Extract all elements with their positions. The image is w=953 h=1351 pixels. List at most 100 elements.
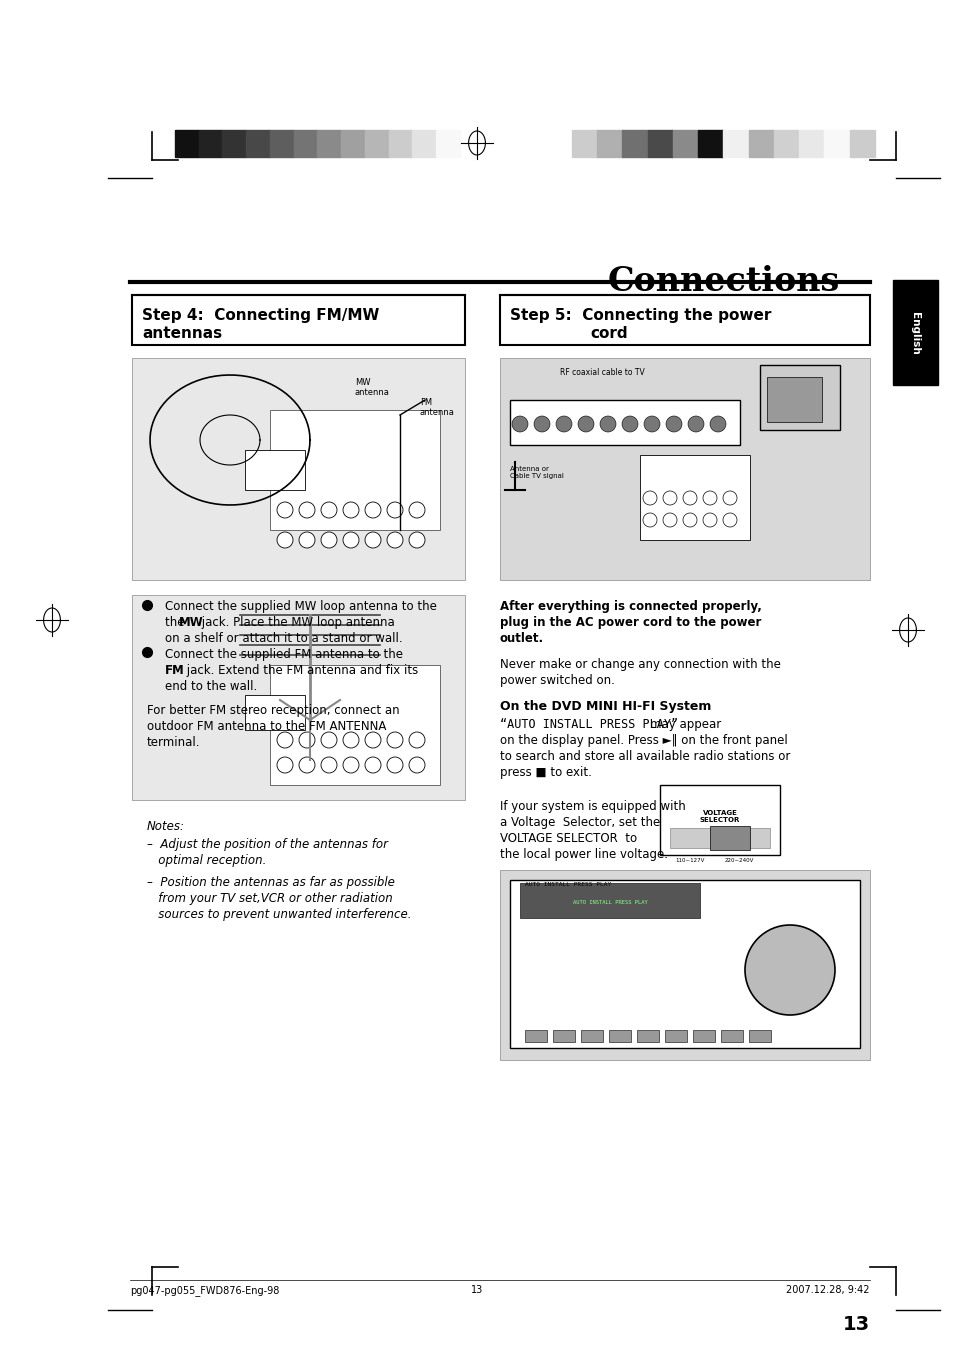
Circle shape — [665, 416, 681, 432]
Bar — [132, 295, 464, 345]
Bar — [748, 130, 773, 157]
Bar — [174, 130, 198, 157]
Text: Antenna or
Cable TV signal: Antenna or Cable TV signal — [510, 466, 563, 480]
Bar — [388, 130, 412, 157]
Circle shape — [365, 503, 380, 517]
Bar — [766, 377, 821, 422]
Circle shape — [320, 503, 336, 517]
Text: After everything is connected properly,: After everything is connected properly, — [499, 600, 761, 613]
Circle shape — [534, 416, 550, 432]
Text: FM
antenna: FM antenna — [419, 399, 455, 417]
Circle shape — [702, 513, 717, 527]
Text: Connect the supplied FM antenna to the: Connect the supplied FM antenna to the — [165, 648, 402, 661]
Circle shape — [578, 416, 594, 432]
Text: outdoor FM antenna to the FM ANTENNA: outdoor FM antenna to the FM ANTENNA — [147, 720, 386, 734]
Circle shape — [387, 757, 402, 773]
Text: the: the — [165, 616, 188, 630]
Circle shape — [320, 757, 336, 773]
Bar — [365, 130, 388, 157]
Text: “AUTO INSTALL PRESS PLAY”: “AUTO INSTALL PRESS PLAY” — [499, 717, 678, 731]
Bar — [499, 358, 869, 580]
Bar — [692, 1029, 714, 1042]
Bar — [198, 130, 222, 157]
Text: 2007.12.28, 9:42: 2007.12.28, 9:42 — [785, 1285, 869, 1296]
Circle shape — [512, 416, 527, 432]
Bar — [722, 130, 748, 157]
Circle shape — [409, 757, 424, 773]
Text: outlet.: outlet. — [499, 632, 543, 644]
Text: MW: MW — [179, 616, 204, 630]
Bar — [246, 130, 270, 157]
Bar — [524, 1029, 546, 1042]
Bar — [412, 130, 436, 157]
Text: 110~127V: 110~127V — [675, 858, 703, 863]
Circle shape — [682, 513, 697, 527]
Circle shape — [722, 513, 737, 527]
Text: MW
antenna: MW antenna — [355, 378, 390, 397]
Text: power switched on.: power switched on. — [499, 674, 615, 688]
Text: Connections: Connections — [607, 265, 840, 299]
Text: on the display panel. Press ►‖ on the front panel: on the display panel. Press ►‖ on the fr… — [499, 734, 787, 747]
Bar — [294, 130, 317, 157]
Circle shape — [276, 757, 293, 773]
Bar — [709, 825, 749, 850]
Circle shape — [343, 532, 358, 549]
Bar — [553, 1029, 575, 1042]
Circle shape — [343, 757, 358, 773]
Circle shape — [387, 532, 402, 549]
Bar — [849, 130, 874, 157]
Circle shape — [409, 503, 424, 517]
Circle shape — [298, 503, 314, 517]
Text: press ■ to exit.: press ■ to exit. — [499, 766, 591, 780]
Text: –  Position the antennas as far as possible: – Position the antennas as far as possib… — [147, 875, 395, 889]
Bar — [245, 694, 305, 730]
Text: a Voltage  Selector, set the: a Voltage Selector, set the — [499, 816, 659, 830]
Circle shape — [662, 490, 677, 505]
Text: On the DVD MINI HI-FI System: On the DVD MINI HI-FI System — [499, 700, 711, 713]
Bar — [647, 130, 672, 157]
Text: sources to prevent unwanted interference.: sources to prevent unwanted interference… — [147, 908, 411, 921]
Bar — [672, 130, 698, 157]
Circle shape — [298, 757, 314, 773]
Circle shape — [556, 416, 572, 432]
Text: optimal reception.: optimal reception. — [147, 854, 266, 867]
Circle shape — [682, 490, 697, 505]
Bar — [245, 450, 305, 490]
Bar — [580, 1029, 602, 1042]
Bar — [510, 400, 740, 444]
Circle shape — [662, 513, 677, 527]
Text: VOLTAGE
SELECTOR: VOLTAGE SELECTOR — [700, 811, 740, 823]
Text: plug in the AC power cord to the power: plug in the AC power cord to the power — [499, 616, 760, 630]
Bar — [132, 358, 464, 580]
Text: to search and store all available radio stations or: to search and store all available radio … — [499, 750, 789, 763]
Circle shape — [621, 416, 638, 432]
Bar — [222, 130, 246, 157]
Bar — [270, 665, 439, 785]
Bar — [270, 409, 439, 530]
Circle shape — [599, 416, 616, 432]
Text: Never make or change any connection with the: Never make or change any connection with… — [499, 658, 781, 671]
Text: AUTO INSTALL PRESS PLAY: AUTO INSTALL PRESS PLAY — [572, 900, 647, 905]
Circle shape — [320, 532, 336, 549]
Bar — [499, 295, 869, 345]
Text: jack. Extend the FM antenna and fix its: jack. Extend the FM antenna and fix its — [183, 663, 417, 677]
Circle shape — [365, 732, 380, 748]
Circle shape — [702, 490, 717, 505]
Circle shape — [642, 490, 657, 505]
Text: RF coaxial cable to TV: RF coaxial cable to TV — [559, 367, 644, 377]
Bar — [659, 785, 780, 855]
Bar — [760, 365, 840, 430]
Bar — [317, 130, 341, 157]
Text: FM: FM — [165, 663, 185, 677]
Bar — [664, 1029, 686, 1042]
Text: on a shelf or attach it to a stand or wall.: on a shelf or attach it to a stand or wa… — [165, 632, 402, 644]
Bar — [773, 130, 799, 157]
Circle shape — [722, 490, 737, 505]
Text: –  Adjust the position of the antennas for: – Adjust the position of the antennas fo… — [147, 838, 388, 851]
Circle shape — [276, 532, 293, 549]
Bar — [748, 1029, 770, 1042]
Text: Step 4:  Connecting FM/MW: Step 4: Connecting FM/MW — [142, 308, 379, 323]
Circle shape — [298, 532, 314, 549]
Bar — [597, 130, 622, 157]
Text: may appear: may appear — [499, 717, 720, 731]
